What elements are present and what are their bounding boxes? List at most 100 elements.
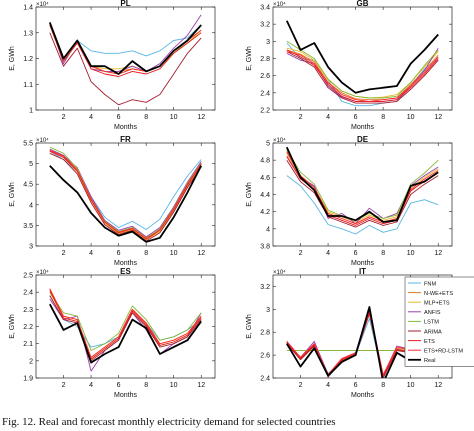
y-tick-label: 4.6 <box>260 175 270 182</box>
legend-item: ARIMA <box>408 329 442 335</box>
chart-panel-pl: 1 1.1 1.2 1.3 1.4 2 4 6 8 10 12 PL ×10⁴ Months E, GWh <box>9 0 216 131</box>
y-tick-label: 4 <box>29 202 33 209</box>
x-tick-label: 8 <box>144 114 148 121</box>
y-tick-label: 4.5 <box>23 182 33 189</box>
y-axis-exponent: ×10⁴ <box>36 1 49 8</box>
legend-label: ANFIS <box>424 310 441 316</box>
x-tick-label: 2 <box>62 382 66 389</box>
y-axis-label: E, GWh <box>9 46 16 71</box>
legend-item: FNM <box>408 281 436 287</box>
x-tick-label: 4 <box>326 114 330 121</box>
y-tick-label: 3 <box>266 307 270 314</box>
y-tick-label: 2.6 <box>260 353 270 360</box>
y-tick-label: 2.3 <box>23 307 33 314</box>
legend-label: ETS+RD-LSTM <box>424 349 463 355</box>
y-tick-label: 2.6 <box>260 73 270 80</box>
series-line-arima <box>49 295 202 362</box>
x-axis-label: Months <box>351 392 374 399</box>
x-axis-label: Months <box>114 392 137 399</box>
series-group <box>48 14 202 106</box>
y-tick-label: 1.2 <box>23 56 33 63</box>
y-axis-exponent: ×10⁴ <box>273 1 286 8</box>
series-line-ets-rd-lstm <box>49 149 202 240</box>
y-tick-label: 2.8 <box>260 56 270 63</box>
chart-title: FR <box>120 135 131 144</box>
x-tick-label: 8 <box>144 250 148 257</box>
series-line-ets <box>49 290 202 360</box>
legend-item: ANFIS <box>408 310 441 316</box>
x-tick-label: 12 <box>434 250 442 257</box>
x-axis-label: Months <box>351 124 374 131</box>
series-line-arima <box>286 51 439 104</box>
y-axis-label: E, GWh <box>9 182 16 207</box>
x-tick-label: 6 <box>117 250 121 257</box>
series-group <box>49 288 202 372</box>
y-tick-label: 2.2 <box>23 324 33 331</box>
y-tick-label: 3.5 <box>23 223 33 230</box>
x-tick-label: 6 <box>354 382 358 389</box>
chart-panel-fr: 3 3.5 4 4.5 5 5.5 2 4 6 8 10 12 FR ×10⁴ Months E, GWh <box>9 135 216 267</box>
y-tick-label: 2.4 <box>23 290 33 297</box>
x-tick-label: 2 <box>62 114 66 121</box>
x-tick-label: 6 <box>354 114 358 121</box>
series-line-real <box>49 165 203 243</box>
y-tick-label: 4.2 <box>260 209 270 216</box>
x-tick-label: 10 <box>170 382 178 389</box>
x-axis-label: Months <box>114 260 137 267</box>
x-tick-label: 4 <box>89 250 93 257</box>
series-line-real <box>285 146 439 223</box>
y-tick-label: 5.5 <box>23 141 33 148</box>
y-axis-label: E, GWh <box>9 314 16 339</box>
y-tick-label: 1.1 <box>23 82 33 89</box>
y-tick-label: 1.9 <box>23 376 33 383</box>
series-line-real <box>285 20 439 94</box>
x-tick-label: 12 <box>197 114 205 121</box>
series-group <box>49 146 203 243</box>
y-tick-label: 3.2 <box>260 284 270 291</box>
x-tick-label: 6 <box>117 382 121 389</box>
series-line-ets-rd-lstm <box>286 51 439 102</box>
y-tick-label: 3.8 <box>260 244 270 251</box>
y-axis-exponent: ×10⁴ <box>36 269 49 276</box>
series-line-lstm <box>286 40 439 99</box>
legend-label: LSTM <box>424 320 439 326</box>
figure-caption: Fig. 12. Real and forecast monthly elect… <box>2 416 336 428</box>
x-tick-label: 8 <box>381 114 385 121</box>
y-tick-label: 2.2 <box>260 108 270 115</box>
y-axis-exponent: ×10⁴ <box>36 137 49 144</box>
series-line-n-we-ets <box>286 49 439 101</box>
y-tick-label: 3.4 <box>260 5 270 12</box>
chart-title: ES <box>120 267 131 276</box>
legend-label: Real <box>424 358 436 364</box>
series-group <box>285 146 439 235</box>
x-tick-label: 4 <box>326 382 330 389</box>
x-axis-label: Months <box>351 260 374 267</box>
x-tick-label: 8 <box>381 250 385 257</box>
legend-item: Real <box>408 358 436 364</box>
y-axis-label: E, GWh <box>246 46 253 71</box>
y-tick-label: 1.3 <box>23 30 33 37</box>
x-tick-label: 2 <box>62 250 66 257</box>
x-axis-label: Months <box>114 124 137 131</box>
y-tick-label: 2.1 <box>23 341 33 348</box>
series-line-ets-rd-lstm <box>49 288 202 358</box>
x-tick-label: 10 <box>407 250 415 257</box>
x-tick-label: 12 <box>434 382 442 389</box>
chart-title: PL <box>120 0 130 8</box>
legend-item: ETS+RD-LSTM <box>408 349 463 355</box>
x-tick-label: 6 <box>117 114 121 121</box>
legend-label: N-WE+ETS <box>424 291 453 297</box>
y-tick-label: 2.4 <box>260 90 270 97</box>
series-line-arima <box>286 159 439 228</box>
y-tick-label: 1 <box>29 108 33 115</box>
chart-panel-es: 1.9 2 2.1 2.2 2.3 2.4 2.5 2 4 6 8 10 12 ES ×10⁴ Months E… <box>9 267 216 399</box>
y-tick-label: 3 <box>29 244 33 251</box>
series-line-real <box>49 303 202 364</box>
y-tick-label: 5 <box>266 141 270 148</box>
y-tick-label: 3 <box>266 39 270 46</box>
x-tick-label: 2 <box>299 250 303 257</box>
series-line-mlp-ets <box>49 150 202 241</box>
x-tick-label: 12 <box>197 382 205 389</box>
y-axis-exponent: ×10⁴ <box>273 269 286 276</box>
series-line-lstm <box>49 291 202 351</box>
